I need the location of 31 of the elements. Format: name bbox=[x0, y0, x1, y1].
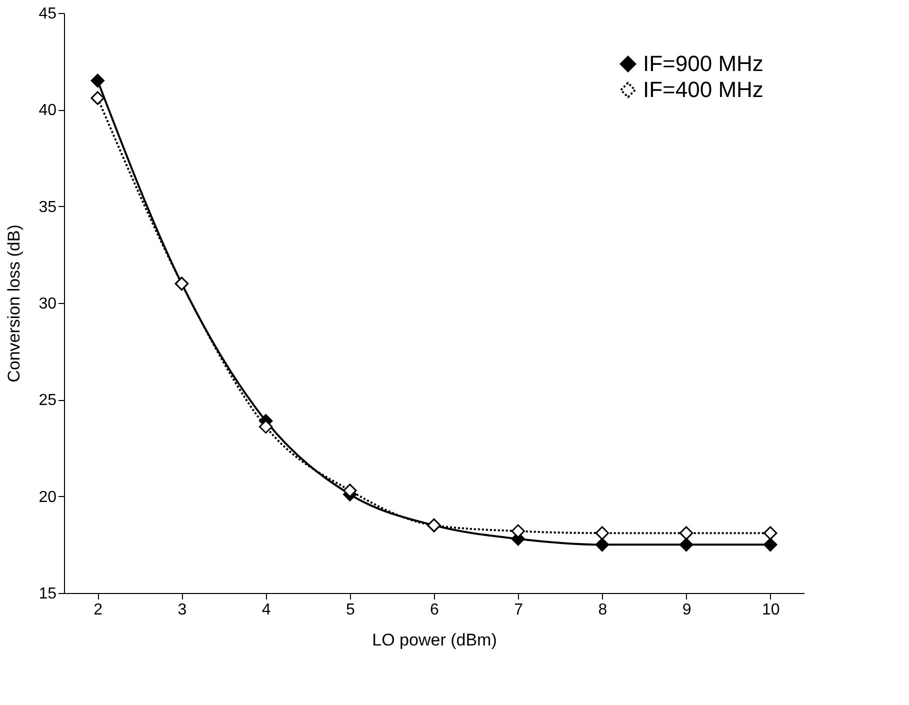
y-tick-label: 40 bbox=[38, 102, 57, 120]
point bbox=[763, 538, 778, 552]
y-tick-label: 20 bbox=[38, 488, 57, 506]
point bbox=[595, 538, 610, 552]
y-axis-title: Conversion loss (dB) bbox=[4, 224, 24, 382]
y-tick-label: 25 bbox=[38, 392, 57, 410]
legend-label: IF=400 MHz bbox=[643, 77, 764, 102]
x-axis-title: LO power (dBm) bbox=[372, 630, 497, 650]
x-tick-label: 3 bbox=[178, 602, 187, 618]
x-tick-label: 6 bbox=[430, 602, 440, 618]
x-tick-label: 5 bbox=[346, 602, 355, 618]
legend-label: IF=900 MHz bbox=[643, 51, 764, 76]
point bbox=[679, 526, 694, 540]
point bbox=[258, 420, 273, 434]
y-tick-label: 35 bbox=[38, 198, 57, 216]
x-tick-label: 9 bbox=[682, 602, 692, 618]
x-tick-label: 10 bbox=[762, 602, 780, 618]
y-tick-label: 30 bbox=[38, 296, 57, 312]
point bbox=[90, 91, 105, 105]
point bbox=[763, 526, 778, 540]
point bbox=[679, 538, 694, 552]
y-tick-label: 15 bbox=[38, 586, 57, 602]
x-tick-label: 2 bbox=[94, 602, 103, 618]
x-tick-label: 7 bbox=[514, 602, 524, 618]
point bbox=[343, 484, 357, 498]
point bbox=[511, 524, 525, 538]
y-tick-label: 45 bbox=[38, 6, 57, 22]
x-tick-label: 4 bbox=[262, 602, 271, 618]
point bbox=[595, 526, 610, 540]
point bbox=[90, 74, 105, 88]
x-tick-label: 8 bbox=[598, 602, 608, 618]
